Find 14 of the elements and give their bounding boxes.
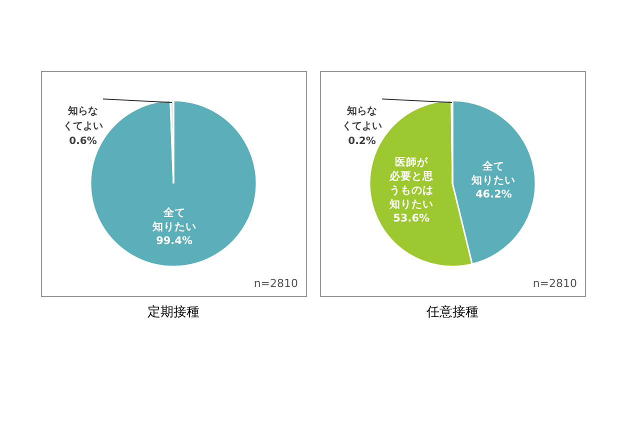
data-label: 46.2% [475,188,512,201]
slice-label: 知らなくてよい [63,105,103,132]
text: 定期接種 [148,305,200,320]
data-label: 0.6% [69,136,97,147]
text: n=2810 [254,277,298,290]
data-label: 53.6% [393,212,430,225]
slice-label: 全て知りたい [151,206,196,233]
slice-label: 医師が必要と思うものは知りたい [388,156,434,211]
data-label: 99.4% [156,234,193,247]
slice-label: 知らなくてよい [342,105,382,132]
slice-label: 全て知りたい [470,160,516,187]
text: 任意接種 [426,305,478,320]
data-label: 0.2% [348,136,376,147]
text: n=2810 [532,277,577,290]
